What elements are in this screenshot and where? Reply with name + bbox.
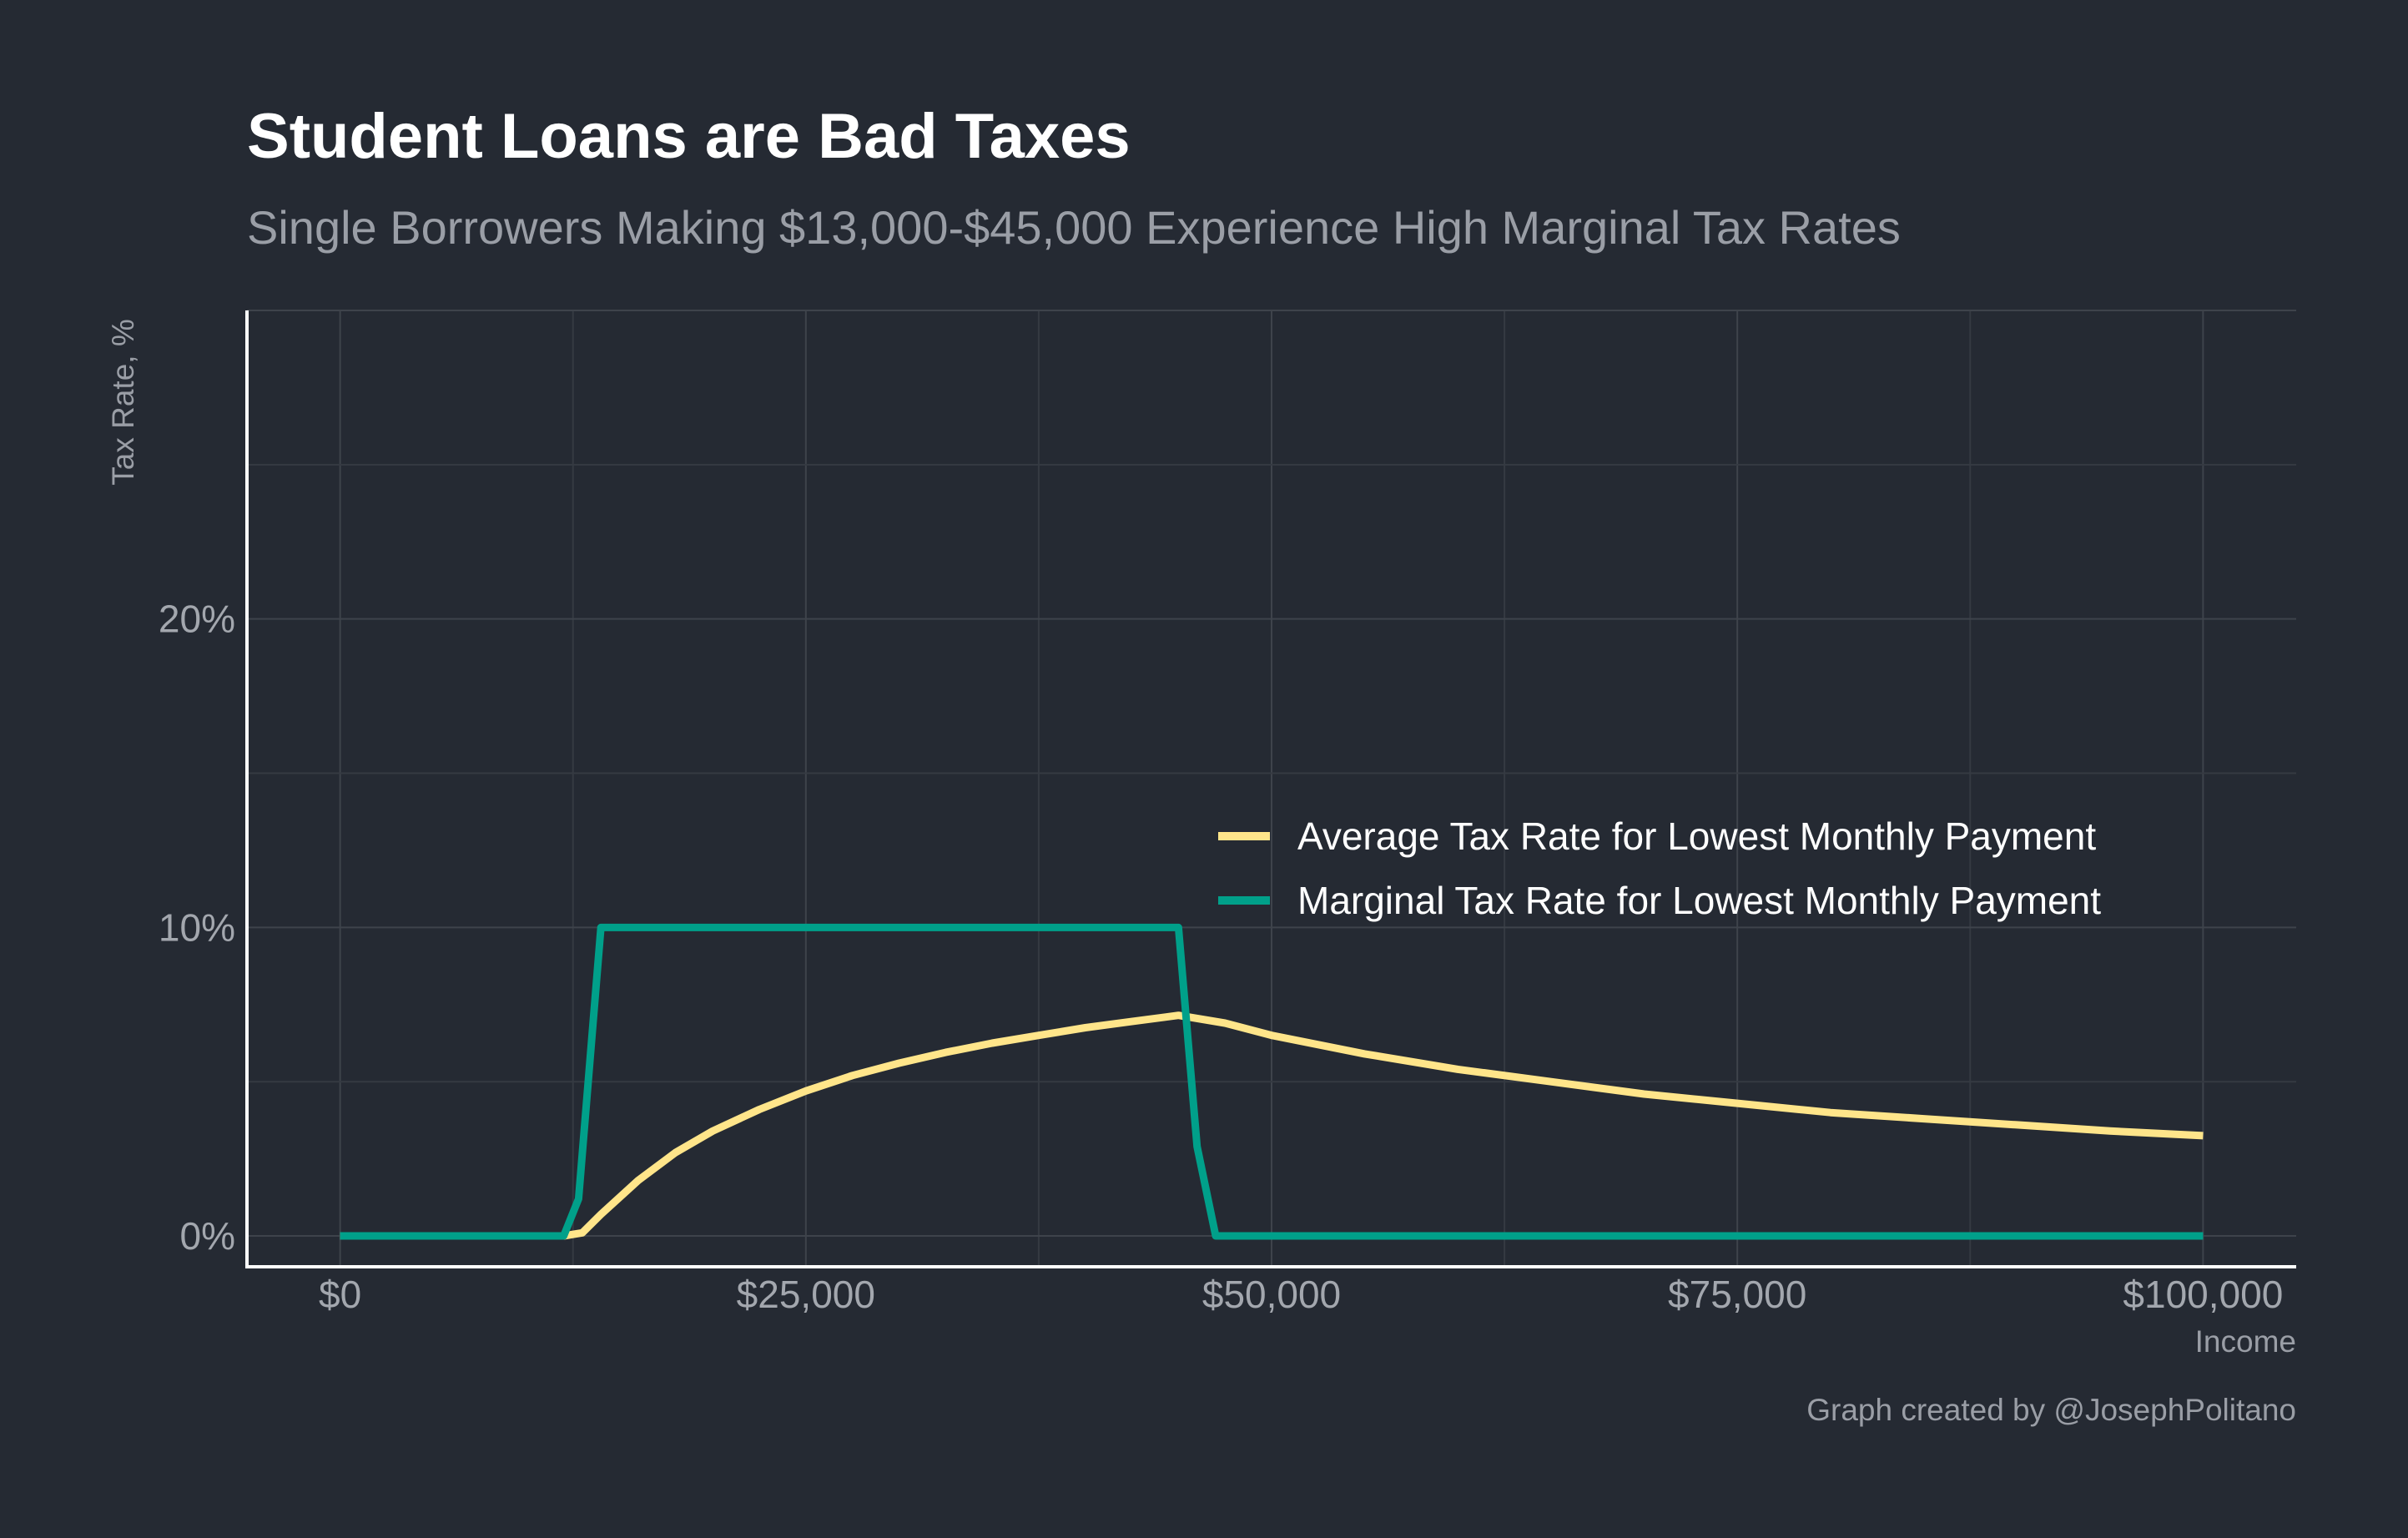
x-axis-ticks: $0 $25,000 $50,000 $75,000 $100,000 xyxy=(319,1273,2283,1316)
y-tick-label: 20% xyxy=(159,598,235,641)
legend-label: Marginal Tax Rate for Lowest Monthly Pay… xyxy=(1297,879,2101,922)
x-tick-label: $75,000 xyxy=(1668,1273,1806,1316)
x-tick-label: $25,000 xyxy=(737,1273,875,1316)
legend-label: Average Tax Rate for Lowest Monthly Paym… xyxy=(1297,814,2096,858)
x-tick-label: $50,000 xyxy=(1202,1273,1341,1316)
chart-subtitle: Single Borrowers Making $13,000-$45,000 … xyxy=(247,201,1901,254)
y-tick-label: 10% xyxy=(159,905,235,949)
legend: Average Tax Rate for Lowest Monthly Paym… xyxy=(1218,814,2101,922)
marginal-tax-rate-line xyxy=(340,923,2204,1240)
y-tick-label: 0% xyxy=(180,1214,235,1258)
y-axis-ticks: 0% 10% 20% xyxy=(159,598,235,1258)
y-axis-title: Tax Rate, % xyxy=(106,319,140,485)
x-tick-label: $0 xyxy=(319,1273,361,1316)
chart-caption: Graph created by @JosephPolitano xyxy=(1806,1393,2296,1427)
average-tax-rate-line xyxy=(340,1011,2204,1240)
x-axis-title: Income xyxy=(2195,1324,2296,1359)
series-lines xyxy=(340,923,2204,1240)
x-tick-label: $100,000 xyxy=(2123,1273,2283,1316)
chart-title: Student Loans are Bad Taxes xyxy=(247,101,1131,172)
